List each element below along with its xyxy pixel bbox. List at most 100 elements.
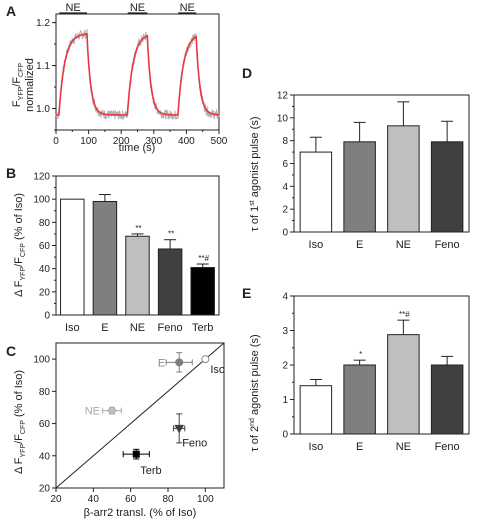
panel-c-point [175, 358, 184, 367]
panel-e-bar [430, 364, 464, 435]
panel-b: B 0 20 40 60 80 100 120 Iso E ** NE ** Feno **# Terb Δ… [6, 165, 220, 334]
panel-e-category-label: Iso [309, 441, 324, 453]
panel-d-ytick-label: 6 [282, 159, 288, 170]
panel-d-category-label: NE [396, 239, 411, 251]
panel-c-xtick-label: 40 [88, 494, 100, 505]
panel-a-label: A [6, 3, 16, 19]
panel-c-point-label: Feno [182, 437, 207, 449]
panel-b-significance: **# [198, 254, 209, 263]
panel-c-ylabel: Δ FYFP/FCFP (% of Iso) [13, 370, 27, 474]
panel-d-bar [343, 141, 376, 233]
panel-b-category-label: E [101, 322, 108, 334]
panel-a-ytick-label: 1.1 [36, 61, 50, 72]
panel-d-ytick-label: 4 [282, 182, 288, 193]
panel-c-point [201, 355, 210, 364]
panel-c-frame [55, 342, 225, 489]
panel-d-plot: 0 2 4 6 8 10 12 Iso E NE Feno [277, 91, 470, 251]
panel-d-bar [299, 151, 333, 233]
panel-a-xtick-label: 100 [80, 136, 97, 147]
panel-c-point-label: NE [85, 406, 100, 418]
panel-d-bar [430, 141, 464, 233]
panel-c-point-label: Iso [210, 364, 225, 376]
panel-e-bar [343, 364, 376, 435]
panel-b-plot: 0 20 40 60 80 100 120 Iso E ** NE ** Feno **# Terb [33, 172, 220, 334]
panel-a-raw-trace [55, 29, 220, 121]
panel-b-label: B [6, 165, 16, 181]
panel-a-xlabel: time (s) [119, 142, 156, 154]
panel-b-ytick-label: 120 [33, 172, 50, 183]
panel-c-label: C [6, 343, 16, 359]
panel-b-ytick-label: 40 [39, 264, 51, 275]
panel-e-ytick-label: 3 [282, 326, 288, 337]
panel-b-bar [190, 267, 215, 316]
panel-a-fit-trace [56, 32, 219, 116]
panel-a-ylabel: FYFP/FCFP [11, 63, 25, 107]
panel-a: A 1.2 1.1 1.0 0 100 200 300 400 500 NE NE NE FYFP/F… [6, 2, 228, 154]
panel-a-xtick-label: 200 [113, 136, 130, 147]
panel-d-ytick-label: 12 [277, 91, 289, 102]
panel-b-ytick-label: 100 [33, 195, 50, 206]
panel-b-category-label: Iso [65, 322, 80, 334]
panel-c-xtick-label: 100 [197, 494, 214, 505]
panel-c-xtick-label: 60 [125, 494, 137, 505]
panel-e-bar [299, 385, 333, 435]
panel-c-point [108, 406, 116, 415]
panel-a-xtick-label: 0 [53, 136, 59, 147]
panel-b-ylabel: Δ FYFP/FCFP (% of Iso) [13, 193, 27, 297]
panel-a-stimulus-label: NE [180, 2, 195, 14]
panel-e-plot: 0 1 2 3 4 Iso * E **# NE Feno [282, 292, 470, 453]
panel-b-ytick-label: 80 [39, 218, 51, 229]
panel-d-ytick-label: 8 [282, 136, 288, 147]
panel-c-xtick-label: 80 [162, 494, 174, 505]
panel-a-ytick-label: 1.2 [36, 18, 50, 29]
panel-c-ytick-label: 20 [39, 484, 51, 495]
panel-a-stimulus-label: NE [65, 2, 80, 14]
panel-a-ytick-label: 1.0 [36, 104, 50, 115]
panel-c-ytick-label: 100 [33, 355, 50, 366]
panel-a-xtick-label: 300 [145, 136, 162, 147]
panel-e-bar [387, 334, 420, 435]
panel-e-category-label: Feno [435, 441, 460, 453]
panel-c-point-label: E [158, 357, 165, 369]
panel-b-ytick-label: 0 [44, 311, 50, 322]
panel-e-ytick-label: 4 [282, 292, 288, 303]
panel-e-ytick-label: 1 [282, 395, 288, 406]
panel-b-significance: ** [135, 224, 141, 233]
panel-b-bar [157, 248, 183, 316]
panel-d-category-label: E [356, 239, 363, 251]
panel-a-plot: 1.2 1.1 1.0 0 100 200 300 400 500 NE NE NE [36, 2, 228, 147]
panel-c-ytick-label: 40 [39, 451, 51, 462]
panel-d-ylabel: τ of 1st agonist pulse (s) [249, 117, 261, 232]
panel-e-ylabel: τ of 2nd agonist pulse (s) [249, 334, 261, 451]
panel-b-bar [92, 200, 118, 316]
panel-a-ylabel-normalized: normalized [24, 58, 36, 112]
panel-b-category-label: Feno [158, 322, 183, 334]
panel-d-category-label: Iso [309, 239, 324, 251]
panel-d-ytick-label: 10 [277, 113, 289, 124]
panel-c-point [174, 424, 185, 434]
panel-e-label: E [242, 285, 251, 301]
panel-d-category-label: Feno [435, 239, 460, 251]
panel-d-ytick-label: 0 [282, 228, 288, 239]
panel-c-ytick-label: 60 [39, 419, 51, 430]
panel-b-bar [60, 198, 85, 316]
panel-e-ytick-label: 2 [282, 361, 288, 372]
panel-e-ytick-label: 0 [282, 430, 288, 441]
panel-a-xtick-label: 500 [211, 136, 228, 147]
panel-d-bar [387, 125, 420, 233]
panel-e-significance: **# [399, 310, 410, 319]
panel-b-bar [125, 235, 150, 316]
panel-c-xtick-label: 20 [50, 494, 62, 505]
panel-d-ytick-label: 2 [282, 205, 288, 216]
panel-d: D 0 2 4 6 8 10 12 Iso E NE Feno τ of 1st agonist p… [242, 65, 470, 251]
panel-a-stimulus-label: NE [130, 2, 145, 14]
panel-c-identity-line [55, 342, 225, 489]
panel-d-label: D [242, 65, 252, 81]
panel-b-significance: ** [168, 230, 174, 239]
panel-e-category-label: E [356, 441, 363, 453]
panel-e-category-label: NE [396, 441, 411, 453]
panel-c-ytick-label: 80 [39, 387, 51, 398]
